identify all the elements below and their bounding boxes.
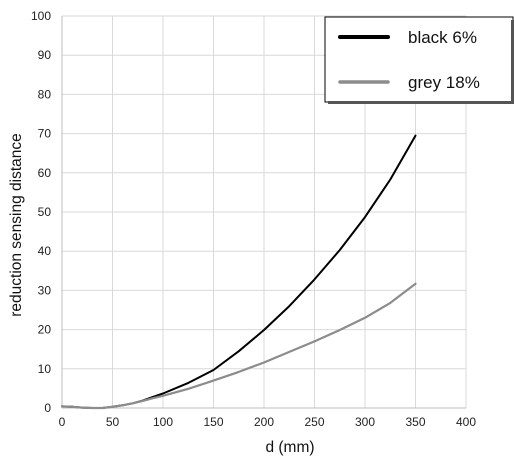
x-tick-label: 400 xyxy=(456,415,476,429)
x-tick-label: 100 xyxy=(153,415,173,429)
legend-shadow-right xyxy=(511,20,514,104)
y-tick-label: 40 xyxy=(38,244,52,258)
x-tick-label: 0 xyxy=(59,415,66,429)
y-tick-label: 10 xyxy=(38,362,52,376)
y-tick-label: 50 xyxy=(38,205,52,219)
x-tick-labels: 0 50 100 150 200 250 300 350 400 xyxy=(59,415,477,429)
x-tick-label: 350 xyxy=(405,415,425,429)
y-tick-label: 100 xyxy=(31,9,51,23)
y-tick-label: 60 xyxy=(38,166,52,180)
y-tick-label: 80 xyxy=(38,87,52,101)
series-line-grey xyxy=(60,282,417,410)
x-tick-label: 200 xyxy=(254,415,274,429)
y-tick-label: 0 xyxy=(44,401,51,415)
x-axis-title: d (mm) xyxy=(265,439,314,456)
y-axis-title: reduction sensing distance xyxy=(8,133,25,317)
y-tick-label: 20 xyxy=(38,323,52,337)
legend-label: black 6% xyxy=(408,28,477,47)
y-tick-labels: 0 10 20 30 40 50 60 70 80 90 100 xyxy=(31,9,51,415)
x-tick-label: 150 xyxy=(203,415,223,429)
axes xyxy=(61,16,466,409)
grid xyxy=(61,15,467,409)
legend: black 6% grey 18% xyxy=(324,16,514,104)
legend-shadow-bottom xyxy=(328,101,514,104)
x-tick-label: 250 xyxy=(304,415,324,429)
series-lines xyxy=(60,134,417,410)
y-tick-label: 70 xyxy=(38,127,52,141)
y-tick-label: 30 xyxy=(38,283,52,297)
y-tick-label: 90 xyxy=(38,48,52,62)
legend-label: grey 18% xyxy=(408,73,480,92)
x-tick-label: 50 xyxy=(106,415,120,429)
series-line-black xyxy=(61,134,417,409)
x-tick-label: 300 xyxy=(355,415,375,429)
